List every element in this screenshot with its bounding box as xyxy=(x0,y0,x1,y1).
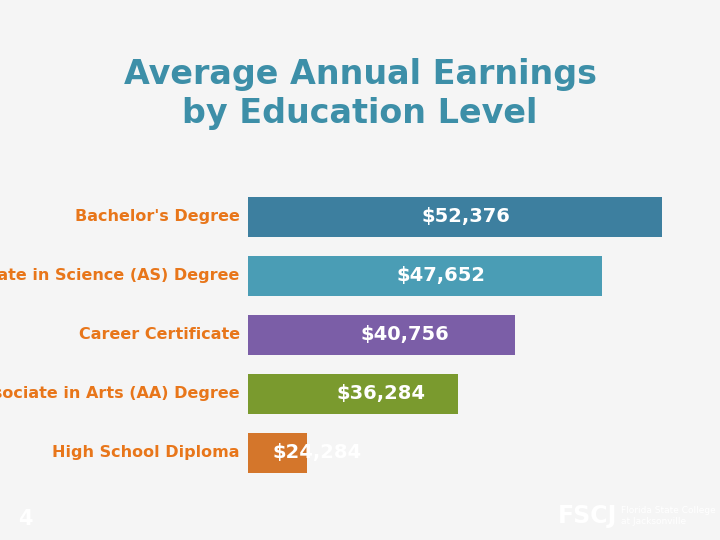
Bar xyxy=(248,374,459,414)
Text: 4: 4 xyxy=(18,509,32,529)
Text: $52,376: $52,376 xyxy=(422,207,510,226)
Text: $47,652: $47,652 xyxy=(397,266,486,285)
Text: FSCJ: FSCJ xyxy=(558,504,617,528)
Text: $40,756: $40,756 xyxy=(360,325,449,345)
Bar xyxy=(248,433,307,473)
Text: Florida State College
at Jacksonville: Florida State College at Jacksonville xyxy=(621,507,716,526)
Text: Associate in Arts (AA) Degree: Associate in Arts (AA) Degree xyxy=(0,387,240,401)
Text: Career Certificate: Career Certificate xyxy=(78,327,240,342)
Text: $24,284: $24,284 xyxy=(273,443,362,462)
Bar xyxy=(248,315,515,355)
Text: $36,284: $36,284 xyxy=(336,384,426,403)
Bar xyxy=(248,255,602,296)
Text: High School Diploma: High School Diploma xyxy=(53,446,240,461)
Bar xyxy=(248,197,662,237)
Text: Bachelor's Degree: Bachelor's Degree xyxy=(75,209,240,224)
Text: Associate in Science (AS) Degree: Associate in Science (AS) Degree xyxy=(0,268,240,283)
Text: Average Annual Earnings
by Education Level: Average Annual Earnings by Education Lev… xyxy=(124,58,596,130)
